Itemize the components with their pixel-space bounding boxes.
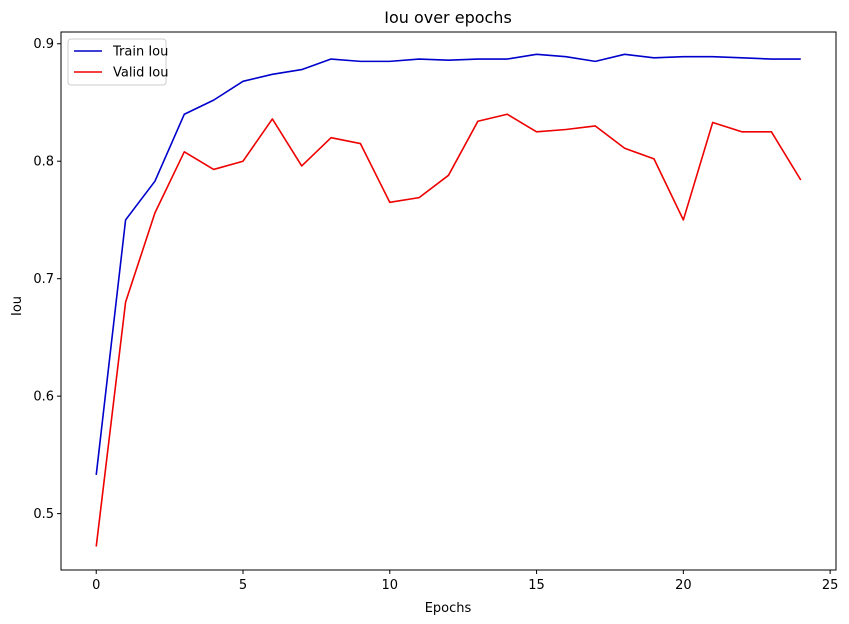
x-tick-label: 0 (92, 578, 100, 593)
x-tick-label: 10 (382, 578, 399, 593)
x-axis-label: Epochs (425, 601, 472, 616)
x-tick-label: 25 (822, 578, 839, 593)
series-line-train-iou (95, 53, 801, 475)
legend-entry-label: Valid Iou (113, 66, 169, 81)
legend-entry-label: Train Iou (112, 45, 168, 60)
y-tick-label: 0.9 (33, 37, 54, 52)
plot-background (61, 32, 836, 570)
x-tick-label: 20 (675, 578, 692, 593)
y-axis-label: Iou (10, 296, 25, 316)
y-tick-label: 0.5 (33, 507, 54, 522)
y-tick-label: 0.6 (33, 390, 54, 405)
series-line-valid-iou (95, 113, 802, 547)
axes-frame (60, 31, 837, 571)
axes-layer: 0 5 10 15 20 25 0.5 0.6 0.7 0.8 0.9 (33, 31, 839, 593)
series-layer (95, 53, 802, 547)
chart-title: Iou over epochs (384, 8, 512, 27)
x-tick-label: 5 (239, 578, 247, 593)
y-tick-label: 0.8 (33, 155, 54, 170)
x-tick-label: 15 (528, 578, 545, 593)
legend: Train Iou Valid Iou (67, 38, 169, 86)
plot-area (61, 32, 836, 570)
y-tick-label: 0.7 (33, 272, 54, 287)
